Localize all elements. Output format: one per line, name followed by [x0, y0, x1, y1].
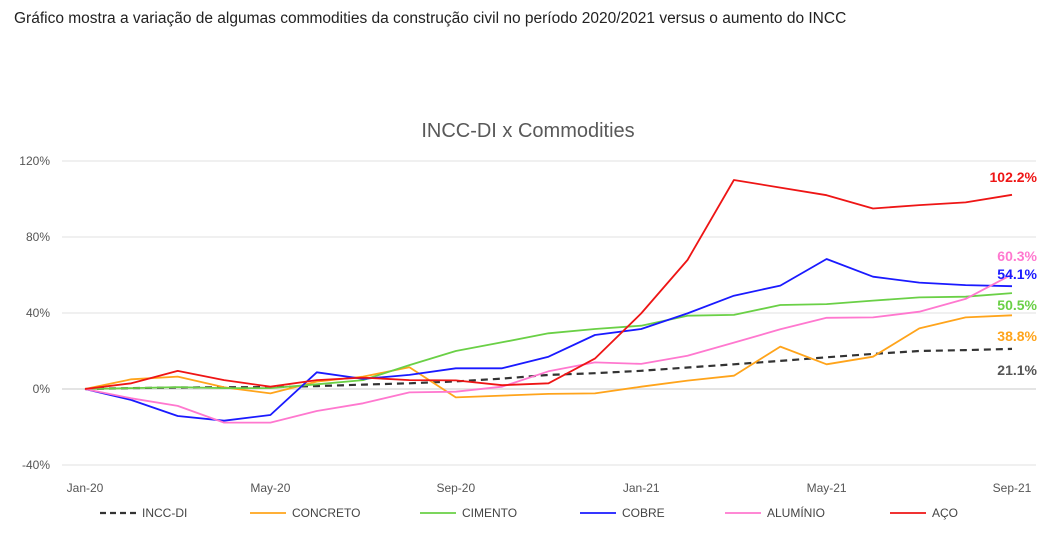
- legend-label: CONCRETO: [292, 506, 360, 520]
- end-value-label: 50.5%: [997, 297, 1037, 313]
- end-value-label: 54.1%: [997, 266, 1037, 282]
- series-line-alumínio: [84, 273, 1013, 424]
- x-tick-label: Jan-21: [623, 481, 660, 495]
- series-line-concreto: [84, 314, 1013, 399]
- legend-label: AÇO: [932, 506, 958, 520]
- x-tick-label: Sep-21: [993, 481, 1032, 495]
- x-tick-label: May-21: [807, 481, 847, 495]
- x-tick-label: Jan-20: [67, 481, 104, 495]
- chart-title: INCC-DI x Commodities: [421, 120, 634, 142]
- end-value-label: 21.1%: [997, 362, 1037, 378]
- series-line-cobre: [84, 258, 1013, 422]
- y-tick-label: 120%: [19, 154, 50, 168]
- x-tick-label: May-20: [250, 481, 290, 495]
- legend-label: CIMENTO: [462, 506, 517, 520]
- end-value-label: 60.3%: [997, 248, 1037, 264]
- series-line-incc-di: [84, 347, 1013, 391]
- figure-caption: Gráfico mostra a variação de algumas com…: [14, 10, 847, 27]
- y-tick-label: -40%: [22, 458, 50, 472]
- y-tick-label: 0%: [33, 382, 51, 396]
- series-line-cimento: [84, 292, 1013, 390]
- y-tick-label: 80%: [26, 230, 50, 244]
- legend-label: ALUMÍNIO: [767, 505, 825, 520]
- end-value-label: 102.2%: [990, 169, 1038, 185]
- legend-label: INCC-DI: [142, 506, 187, 520]
- x-tick-label: Sep-20: [436, 481, 475, 495]
- legend-label: COBRE: [622, 506, 665, 520]
- y-tick-label: 40%: [26, 306, 50, 320]
- end-value-label: 38.8%: [997, 328, 1037, 344]
- series-line-aço: [84, 179, 1013, 390]
